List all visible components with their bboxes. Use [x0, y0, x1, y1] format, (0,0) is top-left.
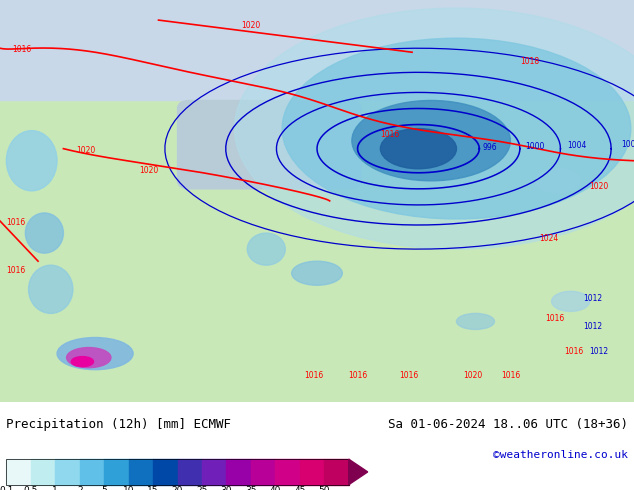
- Text: Sa 01-06-2024 18..06 UTC (18+36): Sa 01-06-2024 18..06 UTC (18+36): [387, 417, 628, 431]
- Text: 1012: 1012: [583, 322, 602, 331]
- Text: 1016: 1016: [349, 371, 368, 380]
- Bar: [80, 459, 104, 485]
- Text: ©weatheronline.co.uk: ©weatheronline.co.uk: [493, 450, 628, 460]
- Text: 5: 5: [101, 487, 107, 490]
- Bar: [129, 459, 153, 485]
- Text: 35: 35: [245, 487, 257, 490]
- Bar: [178, 459, 202, 485]
- Bar: [300, 459, 324, 485]
- Ellipse shape: [292, 261, 342, 285]
- Text: 50: 50: [318, 487, 330, 490]
- Ellipse shape: [71, 357, 94, 367]
- Text: 2: 2: [77, 487, 82, 490]
- Text: 1020: 1020: [590, 182, 609, 191]
- Polygon shape: [349, 459, 368, 485]
- Text: 1020: 1020: [463, 371, 482, 380]
- Bar: [202, 459, 226, 485]
- Text: 1016: 1016: [6, 266, 25, 275]
- Text: 1008: 1008: [621, 140, 634, 149]
- Ellipse shape: [6, 131, 57, 191]
- Ellipse shape: [536, 169, 580, 193]
- Text: 1018: 1018: [520, 57, 539, 66]
- Ellipse shape: [25, 213, 63, 253]
- Bar: [55, 459, 80, 485]
- Text: 1004: 1004: [567, 141, 587, 150]
- Ellipse shape: [380, 128, 456, 169]
- Text: 1016: 1016: [501, 371, 520, 380]
- Text: 1016: 1016: [399, 371, 418, 380]
- Bar: [324, 459, 349, 485]
- Text: 1012: 1012: [583, 294, 602, 303]
- Ellipse shape: [552, 291, 590, 312]
- Text: Precipitation (12h) [mm] ECMWF: Precipitation (12h) [mm] ECMWF: [6, 417, 231, 431]
- Ellipse shape: [456, 314, 495, 329]
- Text: 1016: 1016: [304, 371, 323, 380]
- Ellipse shape: [29, 265, 73, 314]
- Text: 25: 25: [197, 487, 208, 490]
- Text: 1020: 1020: [139, 166, 158, 175]
- Bar: [31, 459, 55, 485]
- Bar: [275, 459, 300, 485]
- FancyBboxPatch shape: [178, 100, 361, 189]
- Bar: [6, 459, 349, 485]
- Bar: [251, 459, 275, 485]
- Text: 40: 40: [269, 487, 281, 490]
- Text: 10: 10: [123, 487, 134, 490]
- Ellipse shape: [235, 8, 634, 249]
- Ellipse shape: [352, 100, 510, 181]
- Bar: [153, 459, 178, 485]
- Bar: [226, 459, 251, 485]
- Text: 1016: 1016: [564, 346, 583, 356]
- Text: 1: 1: [53, 487, 58, 490]
- Text: 0.5: 0.5: [23, 487, 38, 490]
- Text: 996: 996: [482, 143, 497, 152]
- Text: 1012: 1012: [590, 346, 609, 356]
- Text: 45: 45: [294, 487, 306, 490]
- Text: 1016: 1016: [545, 315, 564, 323]
- Text: 30: 30: [221, 487, 232, 490]
- Ellipse shape: [282, 38, 631, 219]
- Bar: [6, 459, 31, 485]
- Text: 1024: 1024: [539, 234, 558, 243]
- Text: 0.1: 0.1: [0, 487, 13, 490]
- Ellipse shape: [247, 233, 285, 265]
- Text: 1000: 1000: [525, 142, 545, 151]
- Text: 1016: 1016: [13, 45, 32, 54]
- Ellipse shape: [67, 347, 111, 368]
- Bar: [0, 0, 634, 100]
- Ellipse shape: [57, 338, 133, 369]
- Text: 1020: 1020: [241, 21, 260, 30]
- Text: 1020: 1020: [76, 146, 95, 155]
- Text: 20: 20: [172, 487, 183, 490]
- Text: 1016: 1016: [6, 218, 25, 227]
- Text: 1016: 1016: [380, 130, 399, 139]
- Bar: [104, 459, 129, 485]
- Text: 15: 15: [147, 487, 158, 490]
